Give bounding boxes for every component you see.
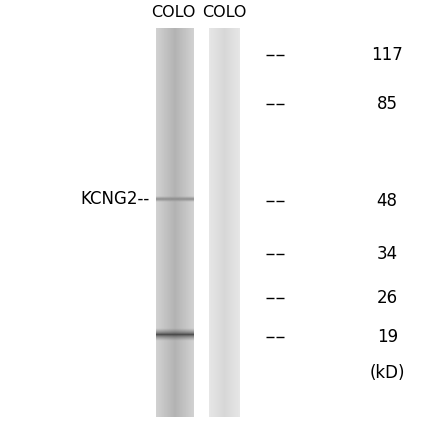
Text: KCNG2--: KCNG2-- [81, 191, 150, 208]
Text: 117: 117 [371, 46, 403, 64]
Text: 34: 34 [377, 245, 398, 262]
Text: 26: 26 [377, 289, 398, 306]
Text: 48: 48 [377, 192, 398, 209]
Text: COLO: COLO [202, 5, 246, 20]
Text: (kD): (kD) [370, 364, 405, 381]
Text: COLO: COLO [152, 5, 196, 20]
Text: 85: 85 [377, 95, 398, 112]
Text: 19: 19 [377, 329, 398, 346]
